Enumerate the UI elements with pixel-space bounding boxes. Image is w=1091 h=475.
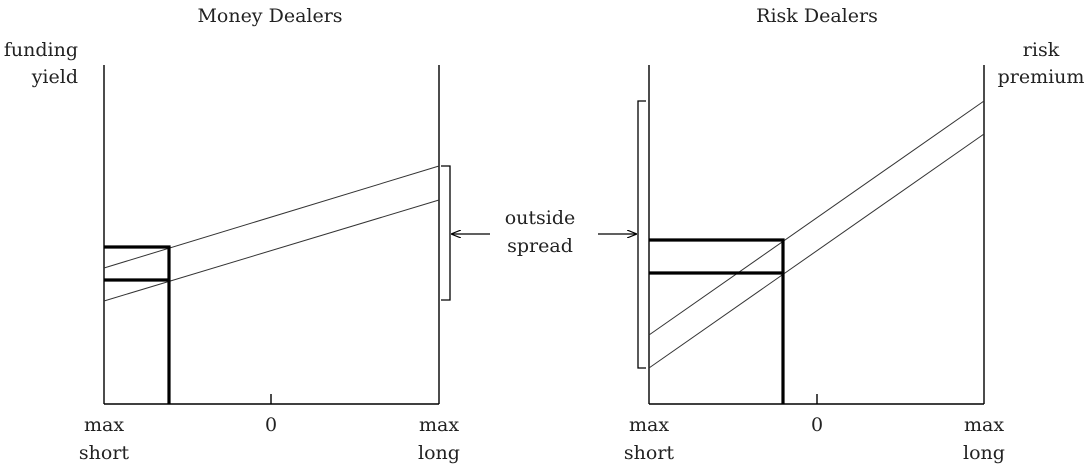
risk-lower-line bbox=[648, 133, 985, 369]
money-dealers-title: Money Dealers bbox=[197, 5, 342, 27]
money-upper-position bbox=[104, 245, 171, 404]
money-y-label-line2: yield bbox=[31, 66, 78, 88]
money-upper-line bbox=[103, 165, 440, 269]
money-spread-bracket bbox=[441, 165, 451, 301]
money-y-label-line1: funding bbox=[4, 39, 78, 61]
outside-spread-line2: spread bbox=[507, 235, 573, 257]
risk-upper-line bbox=[648, 100, 985, 336]
risk-x-right-line1: max bbox=[964, 414, 1004, 436]
risk-dealers-title: Risk Dealers bbox=[756, 5, 878, 27]
risk-x-left-line2: short bbox=[624, 442, 675, 464]
outside-spread-line1: outside bbox=[505, 207, 576, 229]
risk-y-label-line1: risk bbox=[1023, 39, 1060, 61]
money-lower-line bbox=[103, 199, 440, 302]
money-x-right-line1: max bbox=[419, 414, 459, 436]
money-x-mid: 0 bbox=[265, 414, 277, 436]
risk-upper-position bbox=[649, 238, 785, 404]
risk-x-right-line2: long bbox=[963, 442, 1005, 464]
risk-x-mid: 0 bbox=[811, 414, 823, 436]
money-x-left-line2: short bbox=[79, 442, 130, 464]
money-x-left-line1: max bbox=[84, 414, 124, 436]
risk-dealers-panel: Risk Dealers risk premium max short 0 ma… bbox=[624, 5, 1085, 464]
money-x-right-line2: long bbox=[418, 442, 460, 464]
risk-spread-bracket bbox=[637, 100, 646, 369]
risk-x-left-line1: max bbox=[629, 414, 669, 436]
outside-spread-label: outside spread bbox=[452, 207, 636, 257]
money-dealers-panel: Money Dealers funding yield max short 0 … bbox=[4, 5, 460, 464]
risk-y-label-line2: premium bbox=[998, 66, 1085, 88]
